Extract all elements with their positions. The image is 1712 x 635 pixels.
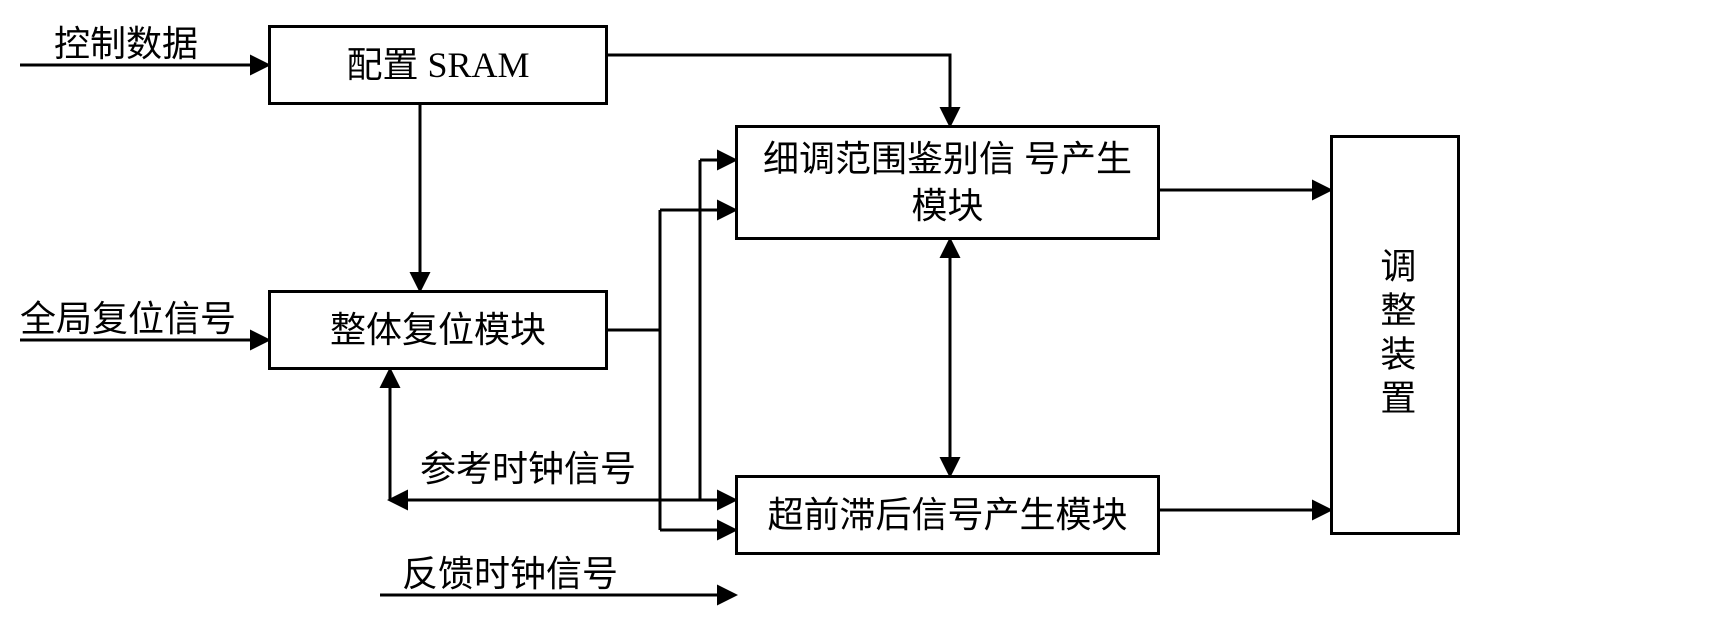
box-fine-tune-module: 细调范围鉴别信 号产生模块 — [735, 125, 1160, 240]
box-lead-lag-module-text: 超前滞后信号产生模块 — [767, 492, 1127, 539]
box-config-sram: 配置 SRAM — [268, 25, 608, 105]
box-reset-module: 整体复位模块 — [268, 290, 608, 370]
label-ref-clock: 参考时钟信号 — [420, 440, 636, 492]
box-config-sram-text: 配置 SRAM — [346, 42, 529, 89]
block-diagram: 控制数据 全局复位信号 参考时钟信号 反馈时钟信号 配置 SRAM 整体复位模块… — [0, 0, 1712, 635]
box-reset-module-text: 整体复位模块 — [330, 307, 546, 354]
box-fine-tune-module-text: 细调范围鉴别信 号产生模块 — [746, 136, 1149, 230]
label-control-data: 控制数据 — [54, 15, 198, 67]
box-adjust-device: 调整装置 — [1330, 135, 1460, 535]
box-lead-lag-module: 超前滞后信号产生模块 — [735, 475, 1160, 555]
box-adjust-device-text: 调整装置 — [1372, 247, 1419, 423]
label-global-reset: 全局复位信号 — [20, 290, 236, 342]
label-feedback-clock: 反馈时钟信号 — [402, 545, 618, 597]
